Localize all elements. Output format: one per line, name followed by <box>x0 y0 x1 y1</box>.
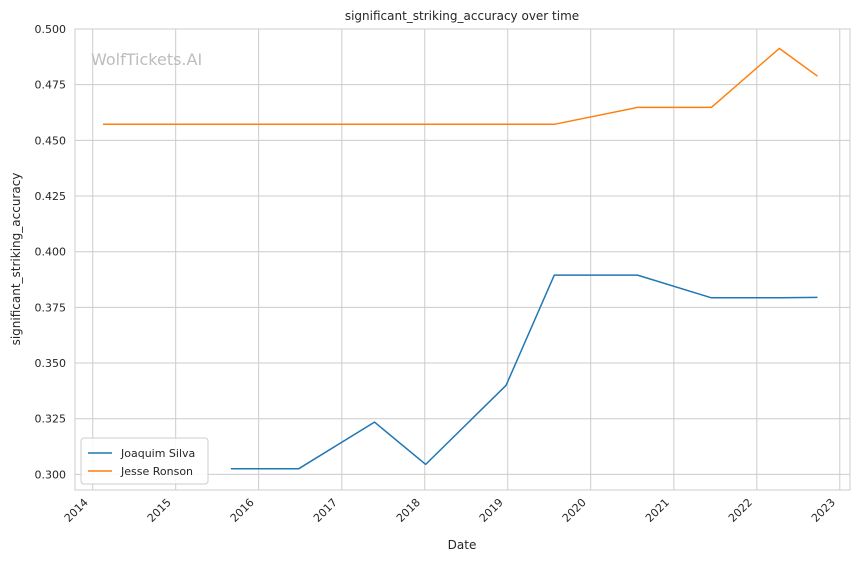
x-ticks: 2014 2015 2016 2017 2018 2019 2020 2021 2022 2023 <box>62 496 838 525</box>
watermark: WolfTickets.AI <box>91 50 202 69</box>
x-tick-label: 2017 <box>311 496 340 525</box>
x-tick-label: 2018 <box>394 496 423 525</box>
y-tick-label: 0.450 <box>35 134 67 147</box>
x-axis-label: Date <box>448 538 477 552</box>
series-line-jesse-ronson <box>103 47 818 126</box>
legend-box <box>80 437 209 485</box>
y-tick-label: 0.500 <box>35 23 67 36</box>
y-axis-label: significant_striking_accuracy <box>9 173 23 346</box>
chart-title: significant_striking_accuracy over time <box>345 9 579 23</box>
y-tick-label: 0.300 <box>35 468 67 481</box>
grid-x <box>92 29 841 490</box>
x-tick-label: 2021 <box>643 496 672 525</box>
series-group <box>103 47 818 470</box>
legend: Joaquim Silva Jesse Ronson <box>80 437 209 485</box>
legend-label-joaquim-silva: Joaquim Silva <box>120 447 195 460</box>
y-tick-label: 0.425 <box>35 190 67 203</box>
y-tick-label: 0.400 <box>35 246 67 259</box>
x-tick-label: 2015 <box>145 496 174 525</box>
x-tick-label: 2023 <box>809 496 838 525</box>
x-tick-label: 2016 <box>228 496 257 525</box>
x-tick-label: 2019 <box>477 496 506 525</box>
y-tick-label: 0.375 <box>35 301 67 314</box>
x-tick-label: 2020 <box>560 496 589 525</box>
y-tick-label: 0.350 <box>35 357 67 370</box>
y-tick-label: 0.325 <box>35 413 67 426</box>
plot-area <box>74 28 851 491</box>
x-tick-label: 2022 <box>726 496 755 525</box>
legend-label-jesse-ronson: Jesse Ronson <box>120 465 193 478</box>
x-tick-label: 2014 <box>62 496 91 525</box>
y-ticks: 0.300 0.325 0.350 0.375 0.400 0.425 0.450 0.475… <box>35 23 67 481</box>
series-line-joaquim-silva <box>230 274 818 470</box>
y-tick-label: 0.475 <box>35 79 67 92</box>
